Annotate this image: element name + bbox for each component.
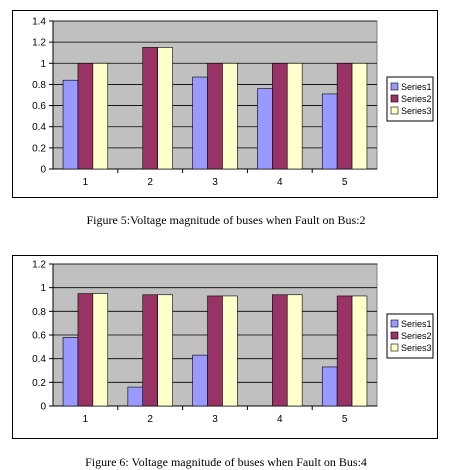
chart-5-svg: 00.20.40.60.811.21.41 2 3 4 5Series1Series2S… [32, 17, 434, 188]
bar-series1-cat-3 [192, 354, 208, 407]
bar-series1-cat-5 [321, 366, 338, 407]
bar-series2-cat-5 [336, 62, 353, 170]
bar-series1-cat-1 [62, 79, 79, 170]
y-tick-label: 0.4 [32, 122, 46, 133]
chart-6-svg: 00.20.40.60.811.21 2 3 4 5Series1Series2Seri… [32, 260, 434, 425]
bar-series3-cat-2 [157, 47, 173, 170]
y-tick-label: 0.8 [32, 80, 46, 91]
bar-series1-cat-4 [257, 88, 273, 170]
bar-series2-cat-2 [142, 47, 158, 170]
x-tick-label: 2 [147, 177, 153, 188]
y-tick-label: 0.2 [32, 143, 46, 154]
bar-series2-cat-1 [77, 62, 94, 170]
x-tick-label: 3 [212, 414, 218, 425]
bar-series3-cat-4 [286, 294, 303, 407]
bar-series3-cat-5 [351, 295, 368, 407]
bar-series2-cat-3 [207, 62, 223, 170]
figure-6-caption: Figure 6: Voltage magnitude of buses whe… [85, 455, 367, 469]
x-tick-label: 5 [342, 414, 348, 425]
x-tick-label: 3 [212, 177, 218, 188]
legend-label-series2: Series2 [401, 94, 432, 104]
y-tick-label: 1 [40, 59, 46, 70]
bar-series3-cat-5 [351, 62, 368, 170]
bar-series3-cat-3 [222, 62, 238, 170]
chart-5-frame: 0 0.2 0.4 0.6 0.8 1 1.2 1.4 1 2 3 4 5 Series1 Series2 S… [12, 10, 438, 198]
legend-label-series1: Series1 [401, 319, 432, 329]
legend-label-series1: Series1 [401, 82, 432, 92]
bar-series3-cat-2 [157, 294, 173, 407]
bar-series3-cat-1 [92, 293, 109, 407]
y-tick-label: 0.4 [32, 354, 46, 365]
y-tick-label: 0 [40, 402, 46, 413]
bar-series2-cat-3 [207, 295, 223, 407]
legend-label-series3: Series3 [401, 106, 432, 116]
bar-series2-cat-4 [272, 294, 288, 407]
legend-swatch-series2 [390, 331, 399, 340]
y-tick-label: 0.6 [32, 101, 46, 112]
bar-series3-cat-3 [222, 295, 238, 407]
bar-series1-cat-5 [321, 93, 338, 170]
legend-swatch-series1 [390, 319, 399, 328]
bar-series2-cat-4 [272, 62, 288, 170]
y-tick-label: 0 [40, 165, 46, 176]
x-tick-label: 4 [277, 177, 283, 188]
legend: Series1 Series2 Series3 [386, 313, 434, 359]
x-tick-label: 5 [342, 177, 348, 188]
legend-swatch-series2 [390, 94, 399, 103]
x-tick-label: 1 [83, 177, 89, 188]
y-tick-label: 1 [40, 283, 46, 294]
x-tick-label: 1 [83, 414, 89, 425]
bar-series2-cat-1 [77, 293, 94, 407]
legend-label-series2: Series2 [401, 331, 432, 341]
y-tick-label: 1.4 [32, 17, 46, 28]
chart-6-frame: 0 0.2 0.4 0.6 0.8 1 1.2 1 2 3 4 5 Series1 Series2 Seri… [12, 255, 438, 439]
y-tick-label: 0.6 [32, 331, 46, 342]
bar-series2-cat-5 [336, 295, 353, 407]
bar-series1-cat-1 [62, 337, 79, 407]
y-tick-label: 1.2 [32, 260, 46, 271]
legend-swatch-series1 [390, 82, 399, 91]
x-tick-label: 4 [277, 414, 283, 425]
bar-series2-cat-2 [142, 294, 158, 407]
bar-series3-cat-4 [286, 62, 303, 170]
y-tick-label: 0.2 [32, 378, 46, 389]
y-tick-label: 1.2 [32, 38, 46, 49]
x-tick-label: 2 [147, 414, 153, 425]
legend-swatch-series3 [390, 343, 399, 352]
legend-swatch-series3 [390, 106, 399, 115]
legend: Series1 Series2 Series3 [386, 76, 434, 122]
bar-series3-cat-1 [92, 62, 109, 170]
legend-label-series3: Series3 [401, 343, 432, 353]
y-tick-label: 0.8 [32, 307, 46, 318]
bar-series1-cat-3 [192, 76, 208, 170]
bar-series1-cat-2 [127, 386, 144, 407]
figure-5-caption: Figure 5:Voltage magnitude of buses when… [86, 213, 366, 227]
